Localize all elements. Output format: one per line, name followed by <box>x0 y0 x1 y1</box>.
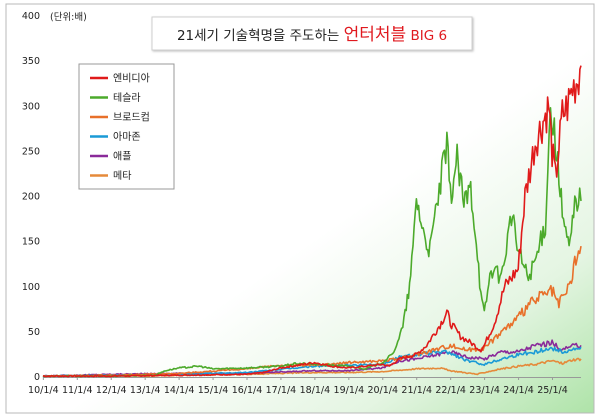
x-tick-label: 14/1/4 <box>164 385 195 396</box>
legend-box <box>78 63 175 190</box>
title-background <box>151 16 473 51</box>
y-tick-label: 200 <box>22 192 40 203</box>
chart-title-prefix: 21세기 기술혁명을 주도하는 <box>177 28 344 44</box>
x-tick-label: 17/1/4 <box>266 385 297 396</box>
y-tick-label: 250 <box>22 146 40 157</box>
x-tick-label: 13/1/4 <box>130 385 161 396</box>
y-tick-label: 150 <box>22 237 40 248</box>
y-axis-ticks: 0 50 100 150 200 250 300 350 400 <box>22 11 40 383</box>
series-line <box>42 65 582 378</box>
legend-label: 아마존 <box>113 131 141 143</box>
x-tick-label: 23/1/4 <box>469 385 500 396</box>
chart-title-emphasis: 언터처블 <box>344 25 407 45</box>
x-tick-label: 25/1/4 <box>537 385 568 396</box>
x-tick-label: 11/1/4 <box>62 385 93 396</box>
x-tick-label: 18/1/4 <box>300 385 331 396</box>
y-tick-label: 100 <box>22 282 40 293</box>
y-tick-label: 400 <box>22 11 40 22</box>
x-tick-label: 12/1/4 <box>96 385 127 396</box>
x-tick-label: 22/1/4 <box>435 385 466 396</box>
x-axis-ticks: 10/1/4 11/1/4 12/1/4 13/1/4 14/1/4 15/1/4 16/1… <box>28 377 568 396</box>
legend-label: 테슬라 <box>113 92 141 104</box>
chart-title-suffix: BIG 6 <box>406 28 447 44</box>
x-tick-label: 24/1/4 <box>503 385 534 396</box>
legend-label: 엔비디아 <box>113 73 150 85</box>
x-tick-label: 16/1/4 <box>232 385 263 396</box>
unit-label: (단위:배) <box>50 11 87 23</box>
x-tick-label: 19/1/4 <box>334 385 365 396</box>
x-tick-label: 15/1/4 <box>198 385 229 396</box>
y-tick-label: 50 <box>28 327 40 338</box>
y-tick-label: 350 <box>22 56 40 67</box>
legend-label: 메타 <box>113 170 131 182</box>
x-tick-label: 20/1/4 <box>367 385 398 396</box>
legend-label: 브로드컴 <box>113 112 150 124</box>
title-box: 21세기 기술혁명을 주도하는 언터처블 BIG 6 <box>151 16 473 51</box>
x-tick-label: 10/1/4 <box>28 385 59 396</box>
chart-title: 21세기 기술혁명을 주도하는 언터처블 BIG 6 <box>177 25 447 45</box>
y-tick-label: 300 <box>22 101 40 112</box>
legend-label: 애플 <box>113 151 131 163</box>
x-tick-label: 21/1/4 <box>401 385 432 396</box>
series-lines <box>42 65 582 378</box>
y-tick-label: 0 <box>34 372 40 383</box>
